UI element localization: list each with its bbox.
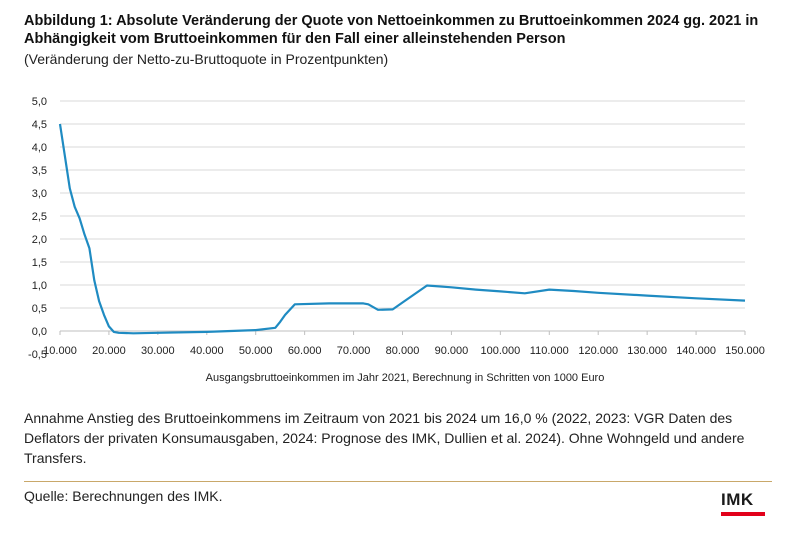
logo-accent-bar [721,512,765,516]
y-tick-label: 4,0 [32,142,47,154]
x-tick-label: 20.000 [92,345,126,357]
y-axis-ticks: -0,5 0,0 0,5 1,0 1,5 2,0 2,5 3,0 3,5 4,0 4,5 5,0 [28,96,47,361]
y-tick-label: -0,5 [28,349,47,361]
x-tick-label: 150.000 [725,345,765,357]
y-tick-label: 3,5 [32,165,47,177]
x-tick-label: 130.000 [627,345,667,357]
x-tick-label: 70.000 [337,345,371,357]
x-tick-label: 100.000 [480,345,520,357]
line-chart: -0,5 0,0 0,5 1,0 1,5 2,0 2,5 3,0 3,5 4,0 4,5 5,0 10… [28,96,765,361]
y-tick-label: 1,0 [32,280,47,292]
y-tick-label: 1,5 [32,257,47,269]
x-tick-label: 10.000 [43,345,77,357]
x-tick-label: 110.000 [530,345,569,357]
y-tick-label: 0,0 [32,326,47,338]
x-axis-ticks: 10.000 20.000 30.000 40.000 50.000 60.000 70.0… [43,345,765,357]
y-tick-label: 2,0 [32,234,47,246]
assumption-note: Annahme Anstieg des Bruttoeinkommens im … [24,410,745,466]
x-tick-label: 40.000 [190,345,224,357]
x-tick-label: 50.000 [239,345,273,357]
y-tick-label: 4,5 [32,119,47,131]
series-group [58,123,746,335]
logo-text: IMK [721,490,754,509]
x-axis [59,330,746,335]
source-text: Quelle: Berechnungen des IMK. [24,488,223,504]
y-tick-label: 2,5 [32,211,47,223]
x-axis-label: Ausgangsbruttoeinkommen im Jahr 2021, Be… [205,372,605,384]
gridlines [60,100,745,309]
x-tick-label: 90.000 [435,345,469,357]
chart-subtitle: (Veränderung der Netto-zu-Bruttoquote in… [24,51,389,67]
y-tick-label: 3,0 [32,188,47,200]
divider [24,481,772,482]
series-line [58,123,746,335]
x-tick-label: 80.000 [386,345,420,357]
y-tick-label: 0,5 [32,303,47,315]
chart-title: Abbildung 1: Absolute Veränderung der Qu… [24,13,759,47]
x-tick-label: 140.000 [676,345,716,357]
x-tick-label: 60.000 [288,345,322,357]
y-tick-label: 5,0 [32,96,47,108]
x-tick-label: 120.000 [578,345,618,357]
x-tick-label: 30.000 [141,345,175,357]
imk-logo: IMK [721,490,765,516]
